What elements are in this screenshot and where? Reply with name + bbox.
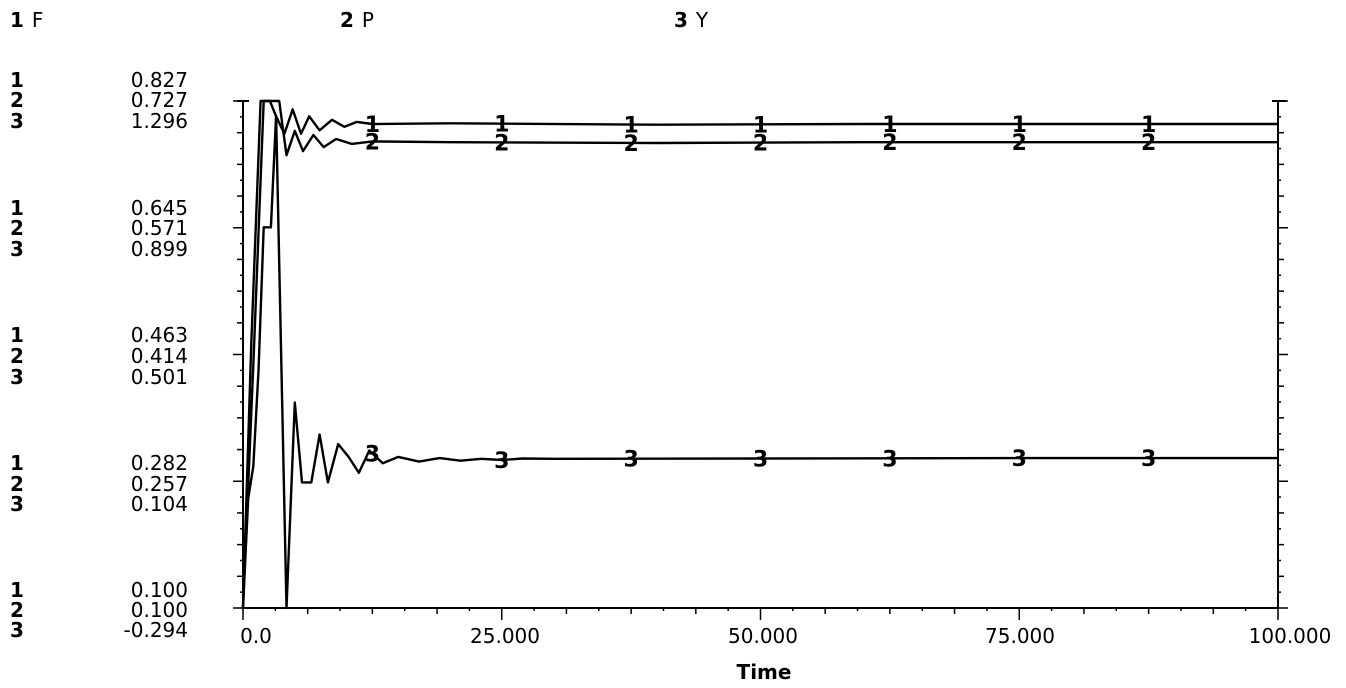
y-tick-label: -0.294 xyxy=(123,618,188,642)
series-marker-3: 3 xyxy=(623,448,638,473)
y-tick-label: 0.463 xyxy=(130,323,188,347)
series-marker-3: 3 xyxy=(882,447,897,472)
series-marker-2: 2 xyxy=(494,131,509,156)
series-line-1 xyxy=(241,99,1278,609)
y-tick-label: 0.257 xyxy=(130,472,188,496)
y-series-id: 3 xyxy=(10,492,24,516)
series-marker-2: 2 xyxy=(1012,131,1027,156)
y-tick-label: 0.827 xyxy=(130,68,188,92)
y-tick-label: 0.282 xyxy=(130,451,188,475)
series-marker-3: 3 xyxy=(753,447,768,472)
y-tick-label: 0.571 xyxy=(130,216,188,240)
series-marker-3: 3 xyxy=(1012,447,1027,472)
y-series-id: 2 xyxy=(10,598,24,622)
series-marker-1: 1 xyxy=(1012,113,1027,138)
series-marker-2: 2 xyxy=(365,130,380,155)
x-tick-label: 50.000 xyxy=(728,624,798,648)
series-marker-2: 2 xyxy=(1141,131,1156,156)
series-marker-2: 2 xyxy=(623,132,638,157)
legend-series-name: Y xyxy=(695,8,709,32)
y-tick-label: 0.501 xyxy=(130,365,188,389)
y-series-id: 3 xyxy=(10,109,24,133)
x-tick-label: 75.000 xyxy=(985,624,1055,648)
y-tick-label: 0.414 xyxy=(130,344,188,368)
series-marker-1: 1 xyxy=(1141,113,1156,138)
legend-series-name: F xyxy=(31,8,44,32)
series-marker-2: 2 xyxy=(882,131,897,156)
y-series-id: 1 xyxy=(10,196,24,220)
y-tick-label: 1.296 xyxy=(130,109,188,133)
legend-series-id: 2 xyxy=(340,8,354,32)
y-series-id: 1 xyxy=(10,578,24,602)
series-marker-2: 2 xyxy=(753,132,768,157)
x-axis-title: Time xyxy=(736,660,792,684)
y-series-id: 2 xyxy=(10,472,24,496)
y-series-id: 1 xyxy=(10,451,24,475)
y-series-id: 3 xyxy=(10,618,24,642)
y-series-id: 3 xyxy=(10,237,24,261)
y-series-id: 2 xyxy=(10,344,24,368)
y-tick-label: 0.645 xyxy=(130,196,188,220)
x-tick-label: 25.000 xyxy=(470,624,540,648)
legend-series-id: 3 xyxy=(674,8,688,32)
series-marker-1: 1 xyxy=(882,113,897,138)
legend-series-id: 1 xyxy=(10,8,24,32)
y-series-id: 2 xyxy=(10,216,24,240)
y-tick-label: 0.899 xyxy=(130,237,188,261)
y-tick-label: 0.100 xyxy=(130,598,188,622)
series-line-2 xyxy=(241,99,1278,609)
y-series-id: 2 xyxy=(10,88,24,112)
y-tick-label: 0.104 xyxy=(130,492,188,516)
series-line-3 xyxy=(241,114,1278,610)
x-tick-label: 100.000 xyxy=(1248,624,1332,648)
series-marker-3: 3 xyxy=(365,442,380,467)
series-marker-3: 3 xyxy=(1141,447,1156,472)
legend-series-name: P xyxy=(361,8,374,32)
y-tick-label: 0.100 xyxy=(130,578,188,602)
y-series-id: 1 xyxy=(10,68,24,92)
series-marker-1: 1 xyxy=(365,113,380,138)
series-marker-1: 1 xyxy=(494,113,509,138)
series-marker-1: 1 xyxy=(623,114,638,139)
y-series-id: 3 xyxy=(10,365,24,389)
x-tick-label: 0.0 xyxy=(240,624,272,648)
series-marker-1: 1 xyxy=(753,113,768,138)
series-marker-3: 3 xyxy=(494,449,509,474)
y-tick-label: 0.727 xyxy=(130,88,188,112)
y-series-id: 1 xyxy=(10,323,24,347)
